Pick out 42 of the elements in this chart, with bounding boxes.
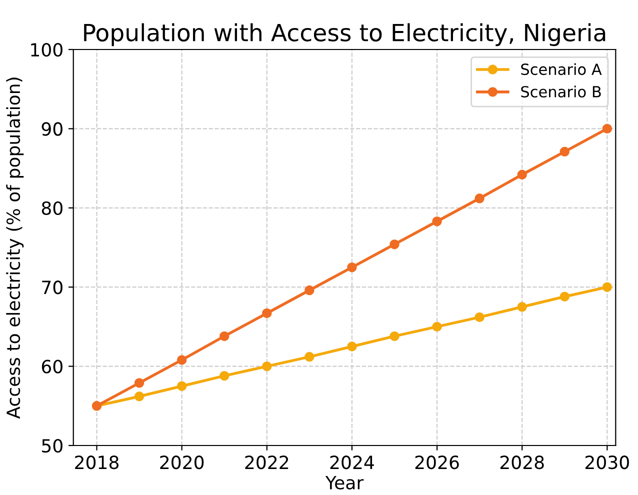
point (176, 355, 187, 365)
point (262, 308, 272, 318)
point (304, 285, 314, 296)
legend-label: Scenario A (521, 63, 602, 76)
point (220, 370, 230, 381)
point (134, 378, 144, 388)
point (432, 322, 442, 332)
y-tick-label: 100 (31, 42, 62, 57)
point (602, 124, 612, 134)
y-axis-title: Access to electricity (% of population) (6, 78, 24, 419)
point (347, 342, 357, 352)
point (474, 194, 484, 204)
chart-title: Population with Access to Electricity, Nigeria (84, 23, 606, 46)
point (390, 239, 400, 250)
point (602, 282, 612, 292)
x-tick-label: 2018 (75, 456, 118, 470)
point (347, 262, 357, 272)
point (134, 392, 144, 402)
point (517, 302, 527, 312)
point (262, 361, 272, 372)
y-tick-label: 80 (42, 201, 62, 216)
x-tick-label: 2024 (330, 456, 374, 470)
legend-label: Scenario B (521, 86, 601, 98)
point (560, 146, 570, 157)
point (432, 216, 442, 226)
point (517, 170, 527, 180)
point (390, 331, 400, 342)
y-tick-label: 90 (42, 122, 62, 136)
x-axis-title: Year (325, 476, 364, 490)
point (304, 352, 314, 362)
y-tick-label: 50 (42, 438, 62, 453)
x-tick-label: 2028 (500, 456, 544, 470)
x-tick-label: 2020 (160, 456, 204, 470)
x-tick-label: 2022 (245, 456, 288, 470)
point (474, 312, 484, 322)
x-tick-label: 2026 (415, 456, 459, 470)
point (176, 381, 187, 391)
x-tick-label: 2030 (586, 456, 629, 470)
point (560, 292, 570, 302)
y-tick-label: 70 (42, 280, 62, 294)
point (220, 331, 230, 342)
y-tick-label: 60 (42, 360, 62, 374)
